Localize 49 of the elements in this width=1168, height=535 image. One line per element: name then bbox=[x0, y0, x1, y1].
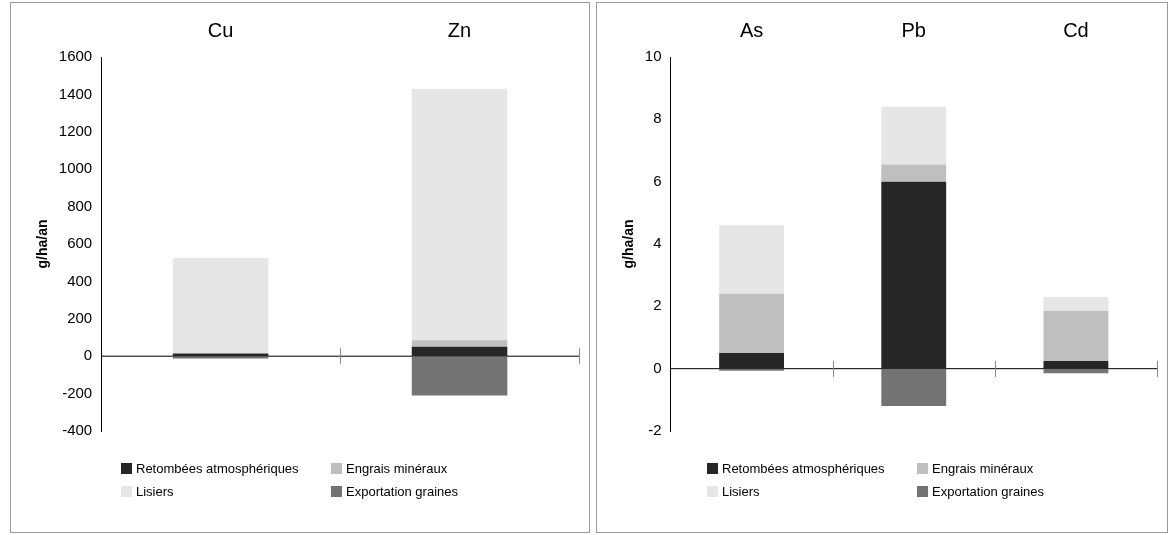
y-axis-title: g/ha/an bbox=[34, 219, 51, 269]
legend-label: Engrais minéraux bbox=[932, 461, 1034, 476]
y-tick-label: 10 bbox=[644, 47, 662, 65]
x-tick-label: Cd bbox=[1063, 18, 1089, 41]
bar bbox=[881, 164, 947, 182]
legend-label: Exportation graines bbox=[346, 484, 459, 499]
y-tick-label: 1200 bbox=[58, 121, 93, 139]
bar bbox=[881, 106, 947, 165]
y-axis-title: g/ha/an bbox=[620, 219, 637, 269]
x-tick-label: Zn bbox=[447, 18, 472, 41]
x-tick-label: As bbox=[739, 18, 764, 41]
legend-label: Lisiers bbox=[722, 484, 760, 499]
bar bbox=[1043, 360, 1109, 369]
legend-label: Engrais minéraux bbox=[346, 461, 448, 476]
legend-label: Exportation graines bbox=[932, 484, 1045, 499]
bar bbox=[1043, 296, 1109, 312]
x-tick-label: Cu bbox=[207, 18, 234, 41]
y-tick-label: 6 bbox=[653, 171, 662, 189]
bar bbox=[719, 368, 785, 371]
bar bbox=[1043, 311, 1109, 361]
y-tick-label: 1600 bbox=[58, 47, 93, 65]
legend-label: Retombées atmosphériques bbox=[722, 461, 885, 476]
legend-label: Retombées atmosphériques bbox=[136, 461, 299, 476]
y-tick-label: 8 bbox=[653, 109, 662, 127]
legend-label: Lisiers bbox=[136, 484, 174, 499]
bar bbox=[411, 346, 508, 357]
bar bbox=[411, 356, 508, 396]
y-tick-label: 1000 bbox=[58, 159, 93, 177]
bar bbox=[411, 340, 508, 347]
bar bbox=[881, 368, 947, 407]
y-tick-label: 4 bbox=[653, 234, 662, 252]
y-tick-label: -200 bbox=[62, 383, 93, 401]
y-tick-label: 2 bbox=[653, 296, 662, 314]
bar bbox=[719, 293, 785, 354]
y-tick-label: 800 bbox=[67, 196, 93, 214]
bar bbox=[411, 88, 508, 341]
bar bbox=[719, 225, 785, 294]
y-tick-label: -2 bbox=[648, 421, 662, 439]
y-tick-label: 0 bbox=[653, 358, 662, 376]
bar bbox=[172, 258, 269, 354]
y-tick-label: -400 bbox=[62, 421, 93, 439]
bar bbox=[719, 353, 785, 369]
y-tick-label: 0 bbox=[83, 346, 93, 364]
bar bbox=[881, 181, 947, 369]
y-tick-label: 1400 bbox=[58, 84, 93, 102]
y-tick-label: 600 bbox=[67, 234, 93, 252]
y-tick-label: 200 bbox=[67, 308, 93, 326]
x-tick-label: Pb bbox=[901, 18, 926, 41]
y-tick-label: 400 bbox=[67, 271, 93, 289]
